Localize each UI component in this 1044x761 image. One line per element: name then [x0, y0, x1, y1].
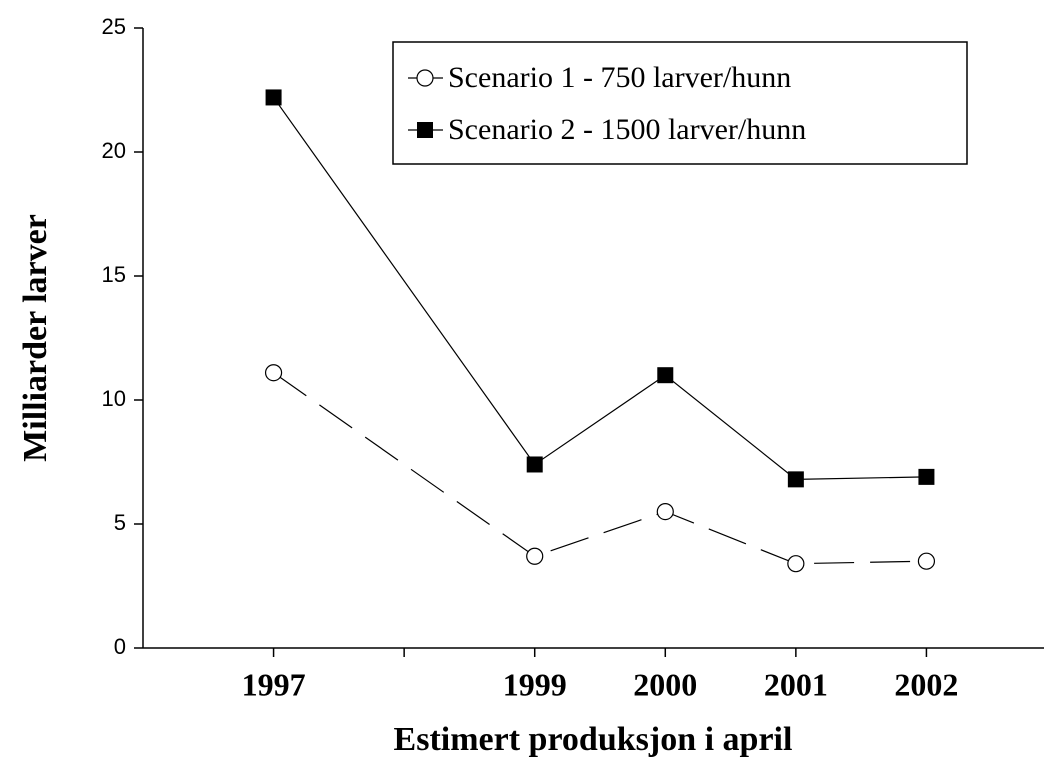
x-tick-label: 1999: [503, 666, 567, 702]
series-line: [273, 372, 927, 565]
marker: [656, 503, 674, 521]
marker: [918, 468, 935, 485]
x-tick-label: 1997: [242, 666, 306, 702]
marker: [526, 547, 544, 565]
x-axis-title: Estimert produksjon i april: [394, 721, 793, 758]
marker: [526, 456, 543, 473]
y-tick-label: 10: [102, 386, 126, 411]
y-tick-label: 5: [114, 510, 126, 535]
x-tick-label: 2001: [764, 666, 828, 702]
x-tick-label: 2002: [894, 666, 958, 702]
marker: [787, 555, 805, 573]
x-tick-label: 2000: [633, 666, 697, 702]
marker: [657, 367, 674, 384]
legend-box: [392, 41, 968, 165]
marker: [787, 471, 804, 488]
legend-marker: [416, 69, 434, 87]
y-tick-label: 25: [102, 14, 126, 39]
marker: [917, 552, 936, 570]
legend-marker: [417, 122, 433, 138]
y-tick-label: 20: [102, 138, 126, 163]
y-axis-title: Milliarder larver: [17, 214, 54, 462]
legend-label: Scenario 1 - 750 larver/hunn: [448, 61, 791, 94]
legend-label: Scenario 2 - 1500 larver/hunn: [448, 113, 806, 146]
y-tick-label: 15: [102, 262, 126, 287]
y-tick-label: 0: [114, 634, 126, 659]
marker: [265, 89, 282, 106]
marker: [264, 364, 283, 382]
